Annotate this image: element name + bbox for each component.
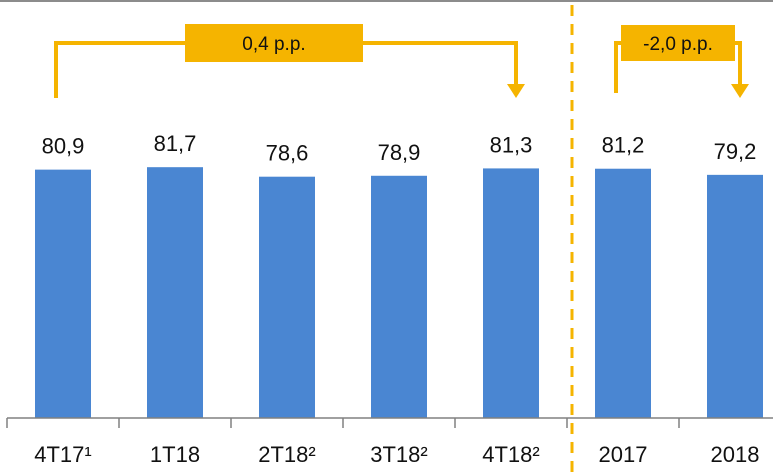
x-axis	[7, 418, 773, 428]
value-label: 80,9	[42, 134, 85, 159]
callouts-group: 0,4 p.p. -2,0 p.p.	[56, 24, 749, 98]
value-labels-group: 80,9 81,7 78,6 78,9 81,3 81,2 79,2	[42, 131, 757, 166]
x-tick-label: 4T18²	[482, 442, 539, 467]
value-label: 79,2	[714, 139, 757, 164]
value-label: 78,6	[266, 141, 309, 166]
bar	[35, 170, 91, 418]
value-label: 78,9	[378, 140, 421, 165]
bar	[371, 176, 427, 418]
value-label: 81,3	[490, 132, 533, 157]
callout-arrowhead	[731, 84, 749, 98]
x-tick-labels-group: 4T17¹ 1T18 2T18² 3T18² 4T18² 2017 2018	[34, 442, 759, 467]
x-tick-label: 2017	[599, 442, 648, 467]
x-tick-label: 2018	[711, 442, 760, 467]
value-label: 81,2	[602, 133, 645, 158]
x-tick-label: 1T18	[150, 442, 200, 467]
callout-label: -2,0 p.p.	[643, 34, 713, 55]
bar	[259, 177, 315, 418]
change-callout: -2,0 p.p.	[616, 25, 749, 98]
bar	[707, 175, 763, 418]
callout-label: 0,4 p.p.	[242, 34, 305, 55]
x-tick-label: 2T18²	[258, 442, 315, 467]
x-tick-label: 4T17¹	[34, 442, 91, 467]
bars-group	[35, 167, 763, 418]
value-label: 81,7	[154, 131, 197, 156]
callout-arrowhead	[507, 84, 525, 98]
x-tick-label: 3T18²	[370, 442, 427, 467]
change-callout: 0,4 p.p.	[56, 24, 525, 98]
bar	[595, 169, 651, 418]
bar	[483, 168, 539, 418]
bar	[147, 167, 203, 418]
